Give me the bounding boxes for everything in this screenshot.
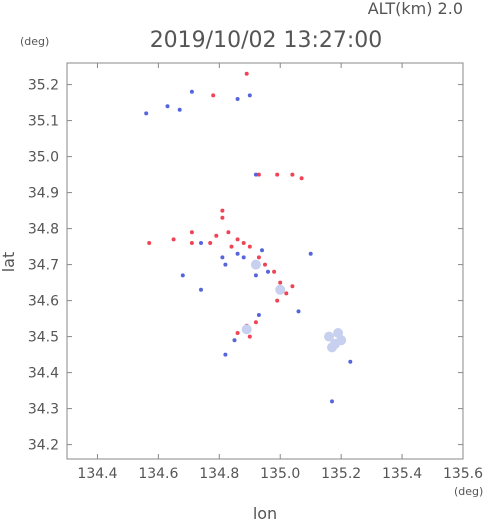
echo-point-red: [220, 215, 225, 220]
echo-point-red: [299, 176, 304, 181]
echo-point-blue: [165, 104, 170, 109]
echo-point-red: [241, 241, 246, 245]
echo-point-blue: [235, 251, 240, 256]
echo-point-blue: [253, 172, 258, 177]
echo-point-red: [229, 244, 234, 249]
x-tick-label: 135.4: [382, 466, 422, 482]
echo-point-blue: [235, 97, 240, 101]
echo-point-light: [324, 331, 334, 342]
y-tick-label: 35.0: [28, 150, 59, 166]
echo-point-blue: [241, 255, 246, 260]
y-unit-label: (deg): [20, 35, 49, 48]
echo-points: [144, 71, 353, 404]
echo-point-red: [220, 208, 225, 213]
x-tick-label: 134.4: [77, 466, 117, 482]
echo-point-blue: [223, 262, 228, 267]
echo-point-red: [247, 244, 252, 249]
echo-point-red: [235, 237, 240, 242]
echo-point-blue: [266, 269, 270, 274]
echo-point-red: [147, 241, 152, 245]
timestamp: 2019/10/02 13:27:00: [150, 28, 383, 53]
x-tick-label: 134.6: [138, 466, 178, 482]
y-tick-label: 34.8: [28, 222, 59, 238]
echo-point-red: [256, 172, 261, 177]
echo-point-red: [208, 241, 213, 245]
echo-point-red: [189, 241, 194, 245]
echo-point-red: [272, 269, 277, 274]
x-axis-ticks: 134.4 134.6 134.8 135.0 135.2 135.4 135.6: [77, 63, 483, 482]
echo-point-light: [333, 328, 344, 338]
echo-point-blue: [220, 255, 225, 260]
echo-point-blue: [348, 359, 353, 364]
y-tick-label: 34.4: [28, 366, 59, 382]
y-tick-label: 34.6: [28, 294, 59, 310]
echo-point-blue: [144, 111, 149, 116]
y-tick-label: 35.2: [28, 78, 59, 94]
x-tick-label: 135.6: [443, 466, 483, 482]
echo-point-red: [263, 262, 267, 267]
echo-point-blue: [177, 107, 182, 112]
echo-point-red: [278, 280, 283, 285]
echo-point-blue: [260, 248, 264, 253]
echo-point-red: [290, 284, 295, 289]
echo-point-red: [189, 230, 194, 235]
echo-point-red: [235, 331, 240, 335]
echo-point-red: [214, 233, 219, 238]
echo-point-blue: [256, 313, 261, 317]
y-tick-label: 34.5: [28, 330, 59, 346]
x-tick-label: 135.0: [260, 466, 300, 482]
echo-point-red: [256, 255, 261, 260]
echo-point-red: [226, 230, 231, 235]
echo-point-blue: [189, 89, 194, 94]
y-tick-label: 34.3: [28, 402, 59, 418]
altitude-label: ALT(km) 2.0: [368, 0, 463, 18]
echo-point-red: [247, 334, 252, 339]
echo-point-red: [275, 172, 280, 177]
echo-point-light: [250, 259, 261, 270]
echo-point-blue: [232, 338, 237, 343]
echo-point-light: [241, 324, 252, 335]
echo-point-red: [211, 93, 216, 98]
y-tick-label: 35.1: [28, 114, 59, 130]
y-axis-title: lat: [0, 252, 18, 273]
echo-point-red: [171, 237, 176, 242]
x-axis-title: lon: [253, 504, 277, 521]
echo-point-blue: [199, 241, 203, 245]
echo-point-blue: [180, 273, 185, 278]
echo-point-blue: [296, 309, 301, 314]
echo-point-blue: [247, 93, 252, 98]
echo-point-red: [253, 320, 258, 325]
echo-point-blue: [199, 287, 203, 292]
echo-point-blue: [223, 352, 228, 357]
y-tick-label: 34.9: [28, 186, 59, 202]
echo-point-red: [290, 172, 295, 177]
echo-point-red: [284, 291, 289, 296]
x-unit-label: (deg): [454, 485, 483, 498]
y-axis-ticks: 34.2 34.3 34.4 34.5 34.6 34.7 34.8 34.9 35.0 35.1…: [28, 78, 463, 454]
y-tick-label: 34.7: [28, 258, 59, 274]
echo-point-red: [244, 71, 249, 76]
echo-point-blue: [253, 273, 258, 278]
plot-frame: [66, 62, 464, 460]
echo-point-red: [275, 298, 280, 303]
x-tick-label: 135.2: [321, 466, 361, 482]
echo-point-blue: [330, 399, 334, 404]
y-tick-label: 34.2: [28, 438, 59, 454]
echo-point-blue: [308, 251, 313, 256]
echo-point-light: [327, 342, 337, 353]
x-tick-label: 134.8: [199, 466, 239, 482]
echo-point-light: [275, 284, 286, 295]
